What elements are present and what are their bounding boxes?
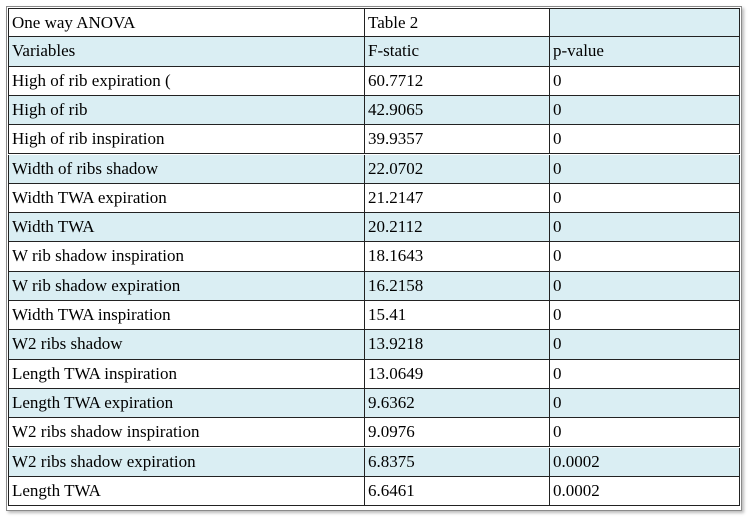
table-cell: 39.9357 xyxy=(365,125,550,155)
table-cell: F-static xyxy=(365,37,550,67)
empty-cell xyxy=(550,8,740,38)
table-cell: Width TWA expiration xyxy=(8,183,365,214)
table-cell: High of rib expiration ( xyxy=(8,66,365,96)
table-cell: 0 xyxy=(550,66,740,96)
table-cell: W2 ribs shadow xyxy=(8,330,365,360)
table-cell: 0 xyxy=(550,242,740,272)
table-cell: One way ANOVA xyxy=(8,8,365,38)
table-cell: 0.0002 xyxy=(550,476,740,507)
table-cell: 0 xyxy=(550,359,740,389)
table-cell: High of rib inspiration xyxy=(8,125,365,155)
table-cell: 20.2112 xyxy=(365,213,550,243)
table-cell: 0 xyxy=(550,213,740,243)
table-cell: 6.6461 xyxy=(365,476,550,507)
table-cell: 0 xyxy=(550,125,740,155)
table-cell: 13.0649 xyxy=(365,359,550,389)
table-cell: 6.8375 xyxy=(365,447,550,477)
table-cell: 0.0002 xyxy=(550,447,740,477)
table-cell: Length TWA expiration xyxy=(8,388,365,419)
table-cell: 22.0702 xyxy=(365,154,550,184)
table-cell: 60.7712 xyxy=(365,66,550,96)
table-cell: 0 xyxy=(550,154,740,184)
table-cell: Width TWA inspiration xyxy=(8,301,365,331)
table-cell: 0 xyxy=(550,330,740,360)
table-cell: W rib shadow inspiration xyxy=(8,242,365,272)
table-cell: Variables xyxy=(8,37,365,67)
table-cell: 13.9218 xyxy=(365,330,550,360)
table-cell: 21.2147 xyxy=(365,183,550,214)
table-cell: Table 2 xyxy=(365,8,550,38)
table-cell: 0 xyxy=(550,301,740,331)
table-cell: 0 xyxy=(550,271,740,301)
table-cell: Width of ribs shadow xyxy=(8,154,365,184)
table-cell: 9.6362 xyxy=(365,388,550,419)
table-cell: p-value xyxy=(550,37,740,67)
table-cell: 0 xyxy=(550,95,740,126)
table-cell: Width TWA xyxy=(8,213,365,243)
table-frame xyxy=(6,6,742,511)
table-cell: W rib shadow expiration xyxy=(8,271,365,301)
table-cell: W2 ribs shadow expiration xyxy=(8,447,365,477)
table-cell: 0 xyxy=(550,388,740,419)
table-cell: W2 ribs shadow inspiration xyxy=(8,418,365,448)
table-cell: High of rib xyxy=(8,95,365,126)
table-cell: 15.41 xyxy=(365,301,550,331)
table-cell: 42.9065 xyxy=(365,95,550,126)
table-cell: 0 xyxy=(550,183,740,214)
table-cell: 18.1643 xyxy=(365,242,550,272)
table-cell: 9.0976 xyxy=(365,418,550,448)
table-cell: Length TWA inspiration xyxy=(8,359,365,389)
table-cell: Length TWA xyxy=(8,476,365,507)
table-cell: 16.2158 xyxy=(365,271,550,301)
table-cell: 0 xyxy=(550,418,740,448)
